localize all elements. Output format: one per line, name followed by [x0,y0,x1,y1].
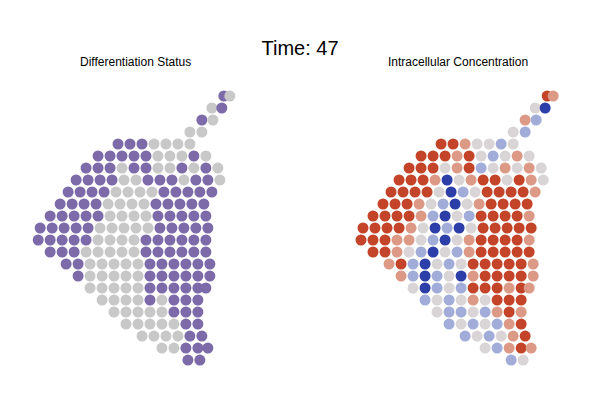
svg-text:Differentiation Status: Differentiation Status [80,55,191,69]
svg-text:Time: 47: Time: 47 [261,37,338,59]
svg-text:Intracellular Concentration: Intracellular Concentration [388,55,528,69]
